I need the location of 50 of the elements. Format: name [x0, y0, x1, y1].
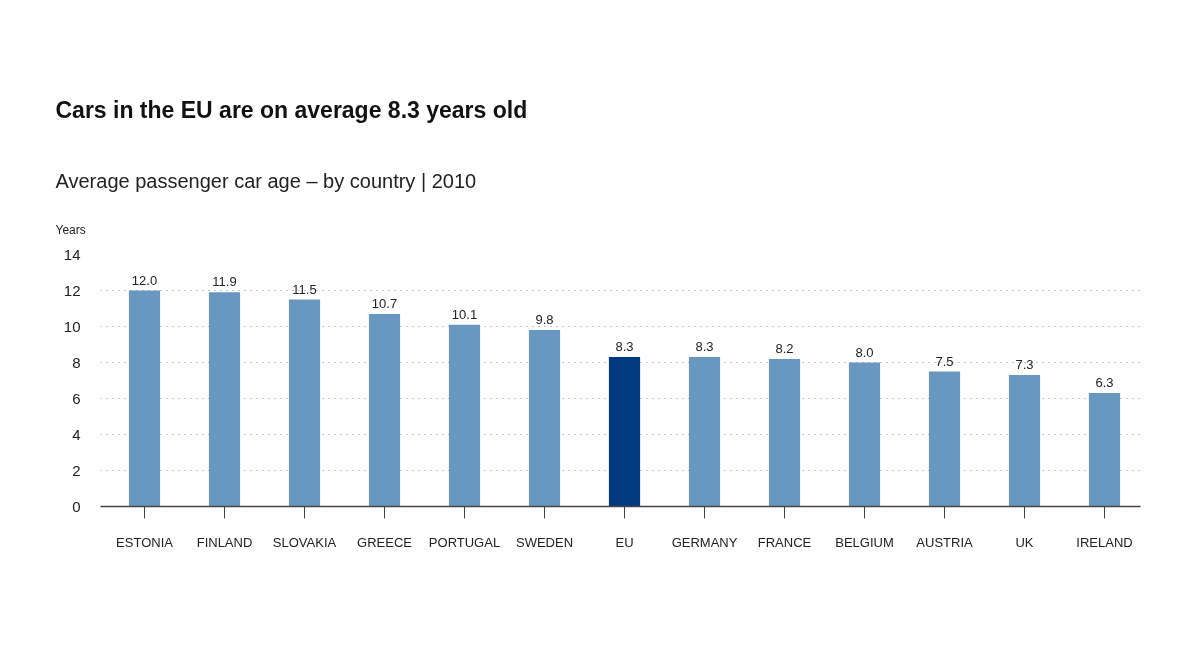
x-tick-label: FRANCE	[757, 534, 812, 550]
x-tick-label: SWEDEN	[515, 534, 574, 550]
bar	[528, 330, 561, 507]
bar	[1008, 375, 1041, 507]
y-axis-title: Years	[55, 222, 86, 237]
y-tick-label: 12	[63, 281, 81, 299]
bar	[1088, 393, 1121, 507]
bar	[368, 313, 401, 507]
data-label: 8.3	[695, 339, 714, 355]
y-tick-label: 6	[72, 389, 81, 407]
x-tick-label: FINLAND	[196, 534, 253, 550]
chart-subtitle: Average passenger car age – by country | 2010	[55, 170, 477, 192]
data-label: 8.0	[855, 344, 874, 360]
y-tick-label: 2	[72, 461, 81, 479]
y-tick-label: 8	[72, 353, 81, 371]
bar	[928, 371, 961, 507]
data-label: 7.5	[935, 353, 954, 369]
data-label: 9.8	[535, 312, 554, 328]
bar	[768, 358, 801, 507]
x-tick-label: GERMANY	[671, 534, 738, 550]
bar	[208, 292, 241, 507]
x-tick-label: AUSTRIA	[916, 534, 973, 550]
bar	[688, 357, 721, 507]
x-tick-label: ESTONIA	[116, 534, 174, 550]
data-label: 8.3	[615, 339, 634, 355]
x-tick-label: IRELAND	[1076, 534, 1133, 550]
y-tick-label: 4	[72, 425, 81, 443]
data-label: 7.3	[1015, 357, 1034, 373]
data-label: 11.9	[212, 274, 237, 290]
data-label: 10.7	[371, 295, 398, 311]
bar	[128, 290, 161, 507]
y-tick-label: 0	[72, 497, 81, 515]
x-tick-label: GREECE	[357, 534, 413, 550]
bar	[608, 357, 641, 507]
x-tick-label: SLOVAKIA	[272, 534, 337, 550]
bar	[848, 362, 881, 507]
data-label: 11.5	[292, 281, 317, 297]
bar	[448, 324, 481, 507]
x-tick-label: UK	[1015, 534, 1034, 550]
data-label: 10.1	[451, 306, 478, 322]
y-tick-label: 14	[63, 245, 81, 263]
x-tick-label: BELGIUM	[835, 534, 894, 550]
data-label: 6.3	[1095, 375, 1114, 391]
data-label: 12.0	[131, 272, 158, 288]
data-label: 8.2	[775, 340, 794, 356]
chart-title: Cars in the EU are on average 8.3 years old	[55, 97, 528, 123]
x-tick-label: PORTUGAL	[428, 534, 501, 550]
x-tick-label: EU	[615, 534, 634, 550]
y-tick-label: 10	[63, 317, 81, 335]
bar	[288, 299, 321, 507]
